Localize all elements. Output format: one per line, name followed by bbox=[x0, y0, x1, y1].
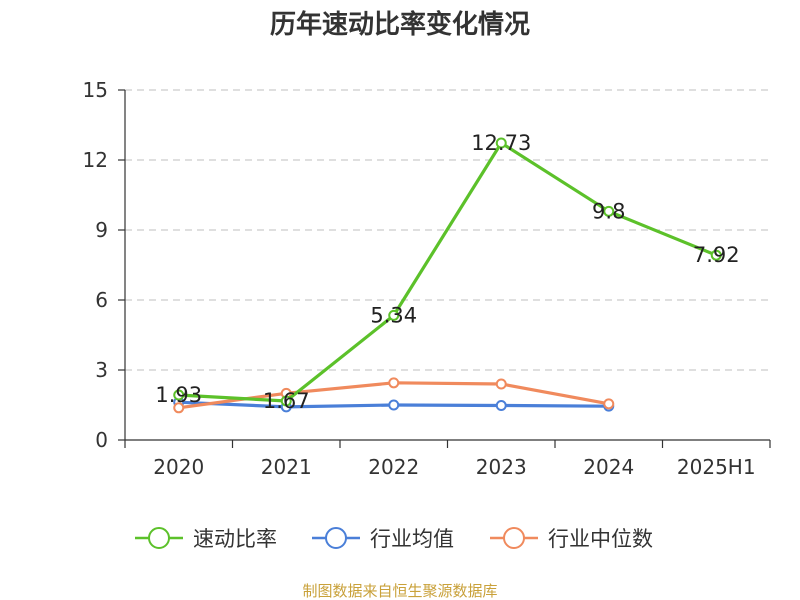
source-note: 制图数据来自恒生聚源数据库 bbox=[302, 582, 497, 600]
data-labels: 1.93 1.67 5.34 12.73 9.8 7.92 bbox=[155, 131, 739, 413]
data-point bbox=[495, 137, 507, 149]
data-label: 1.93 bbox=[155, 383, 202, 407]
y-tick-label: 0 bbox=[95, 428, 108, 452]
data-point bbox=[710, 249, 722, 261]
legend-label: 速动比率 bbox=[193, 527, 277, 551]
y-tick-label: 9 bbox=[95, 218, 108, 242]
x-tick-label: 2020 bbox=[153, 455, 204, 479]
legend-marker bbox=[503, 527, 525, 549]
data-label: 7.92 bbox=[693, 243, 740, 267]
series-lines bbox=[173, 137, 722, 414]
data-point bbox=[495, 378, 507, 390]
data-point bbox=[173, 402, 185, 414]
data-point bbox=[495, 399, 507, 411]
data-point bbox=[603, 205, 615, 217]
data-label: 5.34 bbox=[370, 303, 417, 327]
y-tick-label: 15 bbox=[83, 78, 108, 102]
legend-item: 速动比率 bbox=[135, 527, 277, 551]
data-label: 1.67 bbox=[263, 389, 310, 413]
y-tick-label: 6 bbox=[95, 288, 108, 312]
axes: 0 3 6 9 12 15 2020 2021 2022 2023 2024 2025H1 bbox=[83, 78, 771, 479]
data-label: 12.73 bbox=[471, 131, 531, 155]
data-point bbox=[388, 377, 400, 389]
data-point bbox=[173, 389, 185, 401]
legend-item: 行业均值 bbox=[312, 527, 454, 551]
data-point bbox=[603, 398, 615, 410]
legend-marker bbox=[148, 527, 170, 549]
data-point bbox=[388, 399, 400, 411]
x-tick-label: 2023 bbox=[476, 455, 527, 479]
legend-marker bbox=[325, 527, 347, 549]
legend: 速动比率 行业均值 行业中位数 bbox=[135, 527, 653, 551]
x-tick-label: 2022 bbox=[368, 455, 419, 479]
x-tick-label: 2021 bbox=[261, 455, 312, 479]
y-tick-label: 3 bbox=[95, 358, 108, 382]
legend-label: 行业均值 bbox=[370, 527, 454, 551]
data-label: 9.8 bbox=[592, 199, 625, 223]
data-point bbox=[280, 395, 292, 407]
legend-item: 行业中位数 bbox=[490, 527, 653, 551]
chart-title: 历年速动比率变化情况 bbox=[270, 9, 530, 40]
x-tick-label: 2025H1 bbox=[677, 455, 756, 479]
y-tick-label: 12 bbox=[83, 148, 108, 172]
x-tick-label: 2024 bbox=[583, 455, 634, 479]
legend-label: 行业中位数 bbox=[548, 527, 653, 551]
data-point bbox=[388, 309, 400, 321]
series-line-0 bbox=[177, 141, 718, 403]
